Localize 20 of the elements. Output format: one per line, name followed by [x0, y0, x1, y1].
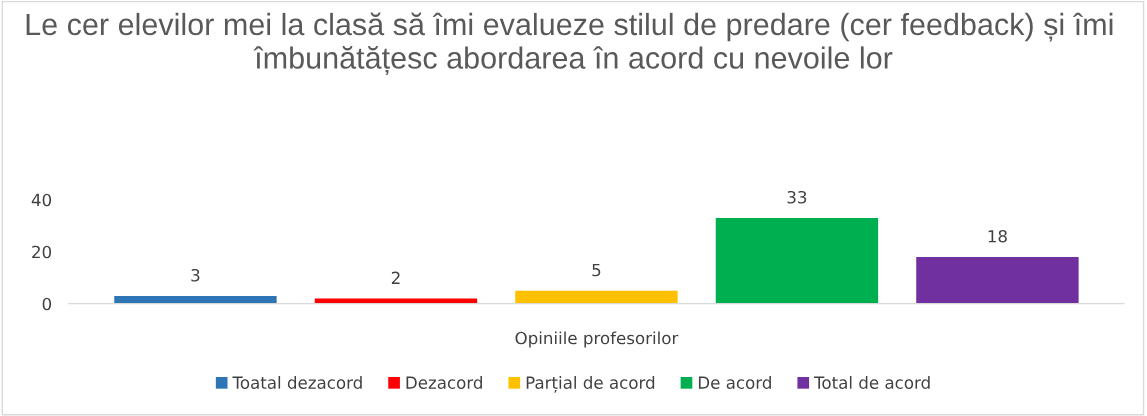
legend-label: De acord	[698, 376, 771, 389]
bar	[314, 298, 478, 304]
data-label: 3	[191, 268, 200, 282]
legend-label: Total de acord	[814, 376, 930, 389]
legend-label: Dezacord	[406, 376, 482, 389]
bar	[916, 256, 1079, 304]
legend-label: Toatal dezacord	[232, 376, 362, 389]
bar	[114, 295, 277, 304]
chart-title: Le cer elevilor mei la clasă să îmi evalueze stilul de predare (cer feedback) și îmi îmbunătățesc abordarea în acord cu nevoile lor	[26, 12, 1113, 75]
legend-label: Parțial de acord	[526, 376, 655, 393]
y-tick-label: 0	[42, 297, 52, 311]
y-tick-label: 20	[32, 245, 52, 259]
data-label: 5	[592, 263, 601, 277]
data-label: 33	[787, 190, 807, 204]
data-label: 18	[988, 229, 1007, 243]
x-tick-label: Opiniile profesorilor	[515, 331, 679, 348]
bar	[715, 217, 879, 304]
bar	[515, 290, 678, 304]
y-tick-label: 40	[31, 193, 52, 207]
data-label: 2	[391, 271, 400, 284]
